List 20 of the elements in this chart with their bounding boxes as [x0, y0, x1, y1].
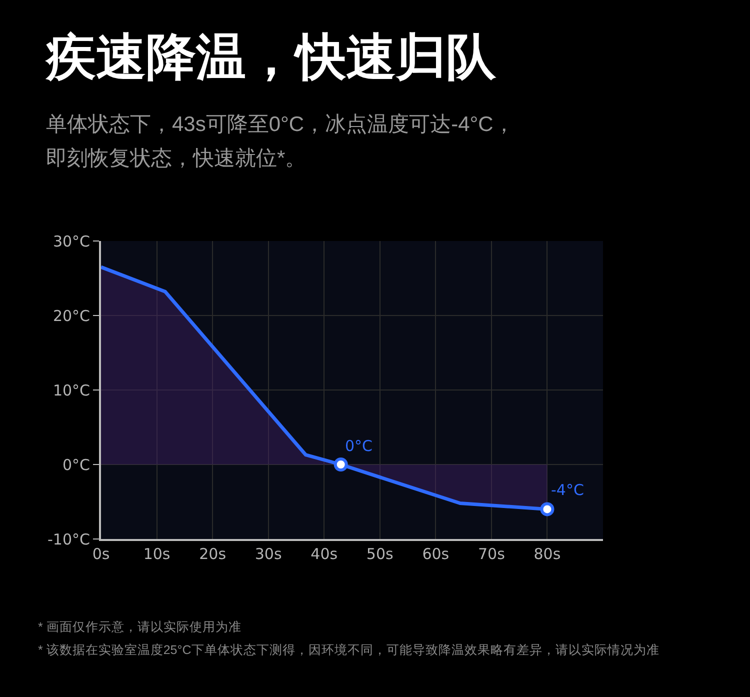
chart-title: 疾速降温，快速归队	[46, 28, 496, 87]
y-tick-label: 0°C	[62, 456, 90, 474]
chart-subtitle: 单体状态下，43s可降至0°C，冰点温度可达-4°C，即刻恢复状态，快速就位*。	[46, 112, 516, 172]
x-tick-label: 70s	[478, 545, 506, 563]
x-tick-label: 80s	[534, 545, 561, 563]
annotation: 0°C	[345, 437, 373, 455]
x-tick-label: 20s	[199, 545, 226, 563]
x-tick-label: 0s	[92, 545, 110, 563]
x-tick-label: 30s	[254, 545, 282, 563]
x-tick-label: 60s	[422, 545, 450, 563]
text: * 画面仅作示意，请以实际使用为准	[38, 619, 242, 636]
x-tick-label: 50s	[366, 545, 394, 563]
y-tick-label: 30°C	[52, 232, 90, 250]
y-tick-label: -10°C	[48, 530, 90, 548]
x-tick-label: 40s	[310, 545, 338, 563]
annotation: -4°C	[551, 481, 584, 499]
y-tick-label: 20°C	[52, 306, 90, 325]
x-tick-label: 10s	[143, 545, 170, 563]
text: * 该数据在实验室温度25°C下单体状态下测得，因环境不同，可能导致降温效果略有差异，请以实际情况为准	[38, 642, 660, 659]
y-tick-label: 10°C	[52, 381, 90, 400]
